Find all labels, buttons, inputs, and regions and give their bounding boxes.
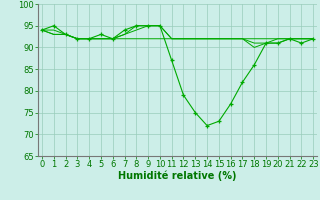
X-axis label: Humidité relative (%): Humidité relative (%) <box>118 171 237 181</box>
